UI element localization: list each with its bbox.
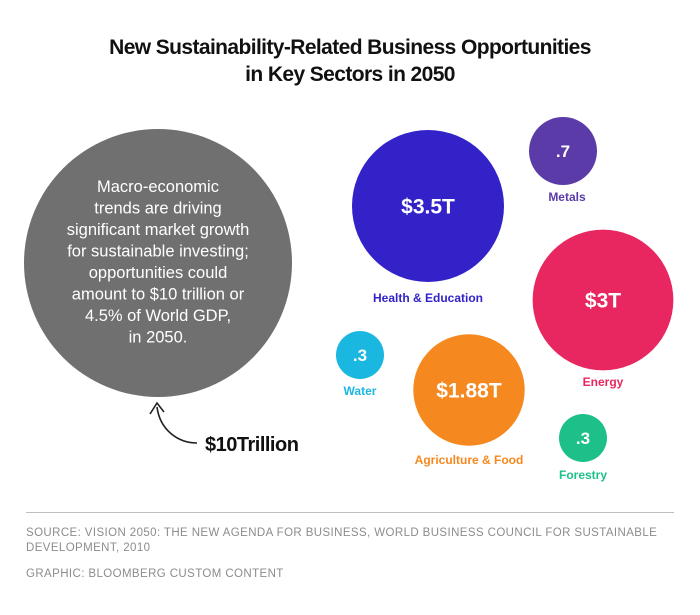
bubble-label-water: Water [344,384,377,398]
bubble-water [336,331,384,379]
source-note: SOURCE: VISION 2050: THE NEW AGENDA FOR … [26,527,658,554]
bubble-value-metals: .7 [556,142,570,161]
total-bubble-text-line: amount to $10 trillion or [72,286,245,304]
chart-title-line-1: New Sustainability-Related Business Oppo… [109,36,591,59]
chart-title-line-2: in Key Sectors in 2050 [245,63,455,86]
total-bubble-text-line: 4.5% of World GDP, [85,307,231,325]
bubble-value-forestry: .3 [576,429,590,448]
bubble-value-health-education: $3.5T [401,196,455,219]
bubble-label-forestry: Forestry [559,468,607,482]
total-bubble-text-line: opportunities could [89,264,228,282]
footer-divider [26,512,674,513]
sector-bubbles: $3.5T Health & Education .7 Metals $3T Energy… [336,117,674,482]
bubble-value-agriculture-food: $1.88T [436,380,502,403]
total-bubble [24,129,292,397]
total-bubble-text-line: Macro-economic [97,178,219,196]
graphic-credit: GRAPHIC: BLOOMBERG CUSTOM CONTENT [26,568,284,580]
curved-arrow-icon [156,406,198,444]
bubble-health-education [352,130,504,282]
bubble-agriculture-food [413,334,525,446]
total-bubble-text-line: for sustainable investing; [67,243,249,261]
bubble-label-health-education: Health & Education [373,291,483,305]
total-bubble-text-line: significant market growth [67,221,250,239]
total-arrow-group [149,401,198,444]
bubble-forestry [559,414,607,462]
total-value-label: $10Trillion [205,434,298,456]
arrowhead-icon [149,401,165,415]
chart-title: New Sustainability-Related Business Oppo… [0,34,700,88]
total-bubble-text-line: in 2050. [129,329,188,347]
bubble-label-agriculture-food: Agriculture & Food [415,453,524,467]
total-bubble-group: Macro-economic trends are driving signific… [24,129,299,456]
bubble-chart: Macro-economic trends are driving signific… [24,117,674,482]
bubble-metals [529,117,597,185]
bubble-label-energy: Energy [583,375,624,389]
bubble-label-metals: Metals [548,190,586,204]
bubble-value-energy: $3T [585,290,621,313]
bubble-value-water: .3 [353,346,367,365]
bubble-energy [532,229,674,371]
total-bubble-text-line: trends are driving [94,200,221,218]
